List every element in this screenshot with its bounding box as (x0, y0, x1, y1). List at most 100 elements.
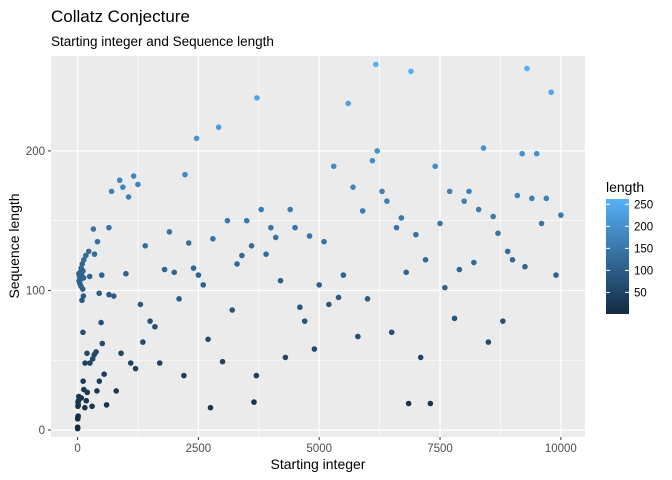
data-point (243, 217, 250, 224)
data-point (461, 198, 467, 204)
data-point (207, 404, 214, 411)
data-point (446, 188, 453, 195)
data-point (538, 220, 545, 227)
data-point (96, 378, 103, 384)
data-point (82, 360, 88, 366)
data-point (297, 304, 303, 311)
x-tick-label: 2500 (186, 443, 212, 455)
data-point (379, 188, 385, 195)
chart-title: Collatz Conjecture (51, 7, 190, 26)
data-point (101, 371, 107, 377)
data-point (125, 194, 132, 200)
data-point (316, 282, 323, 288)
data-point (79, 286, 86, 292)
data-point (147, 318, 153, 324)
data-point (193, 135, 200, 142)
data-point (340, 272, 347, 278)
data-point (490, 213, 496, 220)
color-legend: length 50 100 150 200 250 (606, 179, 653, 314)
data-point (558, 212, 564, 218)
y-tick-label: 100 (26, 285, 45, 297)
data-point (359, 208, 366, 214)
data-point (306, 233, 313, 239)
data-point (176, 296, 182, 302)
x-tick-label: 7500 (427, 443, 453, 455)
data-point (301, 318, 308, 324)
data-point (495, 230, 501, 237)
data-point (137, 301, 144, 308)
data-point (181, 372, 187, 379)
data-point (437, 220, 443, 227)
data-point (248, 243, 255, 249)
data-point (369, 157, 376, 164)
data-point (80, 378, 86, 384)
data-point (171, 269, 178, 276)
legend-ticks: 50 100 150 200 250 (606, 199, 653, 299)
data-point (372, 61, 379, 68)
y-tick-label: 0 (39, 425, 45, 437)
legend-colorbar (606, 199, 629, 314)
data-point (78, 395, 85, 401)
data-point (432, 163, 438, 170)
data-point (553, 272, 559, 278)
data-point (388, 329, 395, 336)
data-point (84, 350, 90, 357)
data-point (263, 251, 269, 257)
data-point (135, 181, 141, 188)
data-point (123, 270, 129, 277)
data-point (311, 346, 318, 352)
data-point (219, 358, 226, 365)
data-point (190, 265, 197, 271)
data-point (111, 293, 117, 299)
data-point (75, 402, 82, 408)
data-point (205, 336, 211, 343)
data-point (548, 89, 554, 96)
data-point (326, 301, 332, 308)
data-point (116, 177, 123, 184)
x-axis-title: Starting integer (271, 456, 366, 472)
data-point (195, 272, 202, 278)
chart-subtitle: Starting integer and Sequence length (51, 34, 274, 49)
legend-tick-label: 200 (634, 221, 653, 233)
data-point (374, 148, 380, 154)
data-point (456, 266, 463, 273)
data-point (161, 266, 168, 273)
y-tick-label: 200 (26, 146, 45, 158)
data-point (466, 188, 472, 195)
data-point (485, 339, 492, 345)
data-point (514, 192, 521, 199)
data-point (80, 268, 86, 274)
data-point (81, 256, 87, 263)
data-point (393, 224, 400, 231)
data-point (321, 238, 327, 245)
data-point (210, 236, 216, 242)
data-point (519, 150, 525, 157)
y-axis-title: Sequence length (6, 193, 22, 298)
data-point (364, 296, 371, 302)
data-point (80, 329, 86, 336)
data-point (417, 354, 424, 361)
data-point (113, 388, 120, 394)
legend-title: length (606, 179, 644, 195)
data-point (251, 399, 257, 405)
data-point (94, 388, 100, 394)
data-point (166, 229, 173, 235)
data-point (140, 339, 146, 345)
data-point (277, 277, 284, 284)
data-point (292, 224, 298, 231)
data-point (522, 263, 528, 270)
data-point (200, 282, 207, 288)
data-point (142, 243, 149, 249)
data-point (98, 319, 104, 326)
data-point (80, 275, 87, 281)
data-point (253, 372, 260, 379)
data-point (83, 252, 89, 259)
data-point (75, 413, 81, 419)
data-point (234, 261, 240, 267)
data-point (451, 315, 458, 322)
data-point (480, 145, 487, 151)
data-point (398, 215, 405, 221)
legend-tick-label: 100 (634, 265, 653, 277)
data-point (96, 290, 102, 297)
